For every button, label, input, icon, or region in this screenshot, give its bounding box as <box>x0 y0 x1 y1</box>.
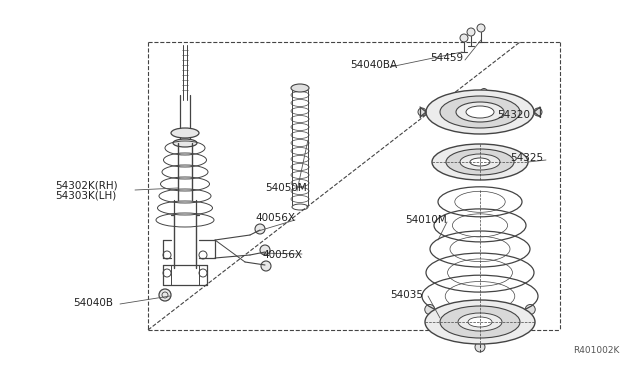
Circle shape <box>260 245 270 255</box>
Text: 54302K(RH): 54302K(RH) <box>55 180 118 190</box>
Text: 54325: 54325 <box>510 153 543 163</box>
Ellipse shape <box>171 128 199 138</box>
Circle shape <box>534 108 542 116</box>
Circle shape <box>418 108 426 116</box>
Text: R401002K: R401002K <box>573 346 620 355</box>
Ellipse shape <box>426 90 534 134</box>
Circle shape <box>467 28 475 36</box>
Text: 54010M: 54010M <box>405 215 447 225</box>
Ellipse shape <box>425 300 535 344</box>
Ellipse shape <box>446 149 514 175</box>
Text: 54050M: 54050M <box>265 183 307 193</box>
Ellipse shape <box>456 102 504 122</box>
Text: 54459: 54459 <box>430 53 463 63</box>
Circle shape <box>255 224 265 234</box>
Circle shape <box>425 305 435 314</box>
Ellipse shape <box>458 313 502 331</box>
Ellipse shape <box>291 84 309 92</box>
Ellipse shape <box>470 158 490 166</box>
Ellipse shape <box>440 306 520 338</box>
Circle shape <box>261 261 271 271</box>
Text: 54035: 54035 <box>390 290 423 300</box>
Text: 54303K(LH): 54303K(LH) <box>55 191 116 201</box>
Ellipse shape <box>440 96 520 128</box>
Text: 54320: 54320 <box>497 110 530 120</box>
Text: 40056X: 40056X <box>262 250 302 260</box>
Circle shape <box>460 34 468 42</box>
Ellipse shape <box>460 154 500 170</box>
Ellipse shape <box>432 144 528 180</box>
Ellipse shape <box>173 139 197 147</box>
Ellipse shape <box>468 317 492 327</box>
Circle shape <box>477 24 485 32</box>
Text: 54040B: 54040B <box>73 298 113 308</box>
Circle shape <box>525 305 535 314</box>
Circle shape <box>475 342 485 352</box>
Circle shape <box>159 289 171 301</box>
Text: 40056X: 40056X <box>255 213 295 223</box>
Ellipse shape <box>466 106 494 118</box>
Text: 54040BA: 54040BA <box>350 60 397 70</box>
